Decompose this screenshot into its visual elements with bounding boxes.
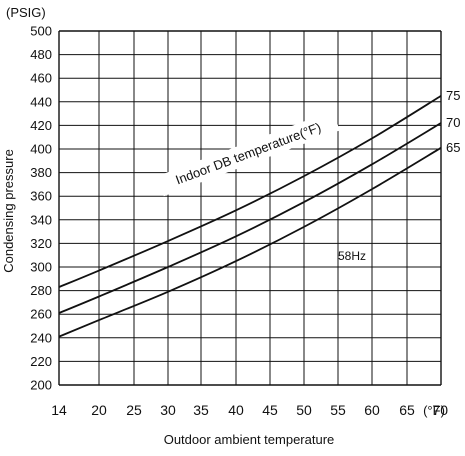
- x-axis-label: Outdoor ambient temperature: [164, 432, 335, 447]
- x-tick-label: 55: [330, 402, 346, 418]
- y-tick-label: 200: [30, 378, 52, 393]
- y-tick-label: 260: [30, 307, 52, 322]
- y-tick-label: 420: [30, 118, 52, 133]
- x-tick-label: 70: [432, 402, 448, 418]
- y-tick-label: 460: [30, 71, 52, 86]
- y-tick-label: 480: [30, 47, 52, 62]
- series-label-65: 65: [446, 140, 460, 155]
- y-tick-label: 240: [30, 330, 52, 345]
- series-lines: [58, 95, 442, 338]
- x-tick-label: 35: [193, 402, 209, 418]
- annotation-indoor-db: Indoor DB temperature(°F): [156, 110, 340, 197]
- tick-labels: 200 220 240 260 280 300 320 340 360 380 400 420 440 4…: [30, 24, 448, 419]
- y-tick-label: 500: [30, 24, 52, 39]
- x-tick-label: 60: [364, 402, 380, 418]
- y-tick-label: 360: [30, 189, 52, 204]
- x-tick-label: 65: [399, 402, 415, 418]
- x-tick-label: 45: [262, 402, 278, 418]
- y-tick-label: 380: [30, 165, 52, 180]
- y-tick-label: 440: [30, 94, 52, 109]
- series-label-70: 70: [446, 115, 460, 130]
- x-tick-label: 20: [91, 402, 107, 418]
- y-tick-label: 340: [30, 212, 52, 227]
- grid: [58, 30, 442, 386]
- series-line-75: [58, 95, 442, 288]
- x-tick-label: 30: [160, 402, 176, 418]
- series-line-70: [58, 122, 442, 314]
- series-line-65: [58, 147, 442, 338]
- y-axis-label: Condensing pressure: [1, 149, 16, 273]
- y-tick-label: 220: [30, 354, 52, 369]
- series-labels: 75 70 65: [446, 88, 460, 155]
- y-tick-label: 400: [30, 142, 52, 157]
- y-tick-label: 300: [30, 260, 52, 275]
- x-tick-label: 25: [126, 402, 142, 418]
- y-unit-label: (PSIG): [6, 5, 46, 20]
- series-label-75: 75: [446, 88, 460, 103]
- x-tick-label: 40: [228, 402, 244, 418]
- y-tick-label: 320: [30, 236, 52, 251]
- x-tick-label: 50: [296, 402, 312, 418]
- x-tick-label: 14: [51, 402, 67, 418]
- annotation-indoor-db-background: [156, 110, 340, 197]
- y-tick-label: 280: [30, 283, 52, 298]
- annotation-frequency: 58Hz: [338, 249, 366, 263]
- x-unit-label: (°F): [423, 403, 445, 418]
